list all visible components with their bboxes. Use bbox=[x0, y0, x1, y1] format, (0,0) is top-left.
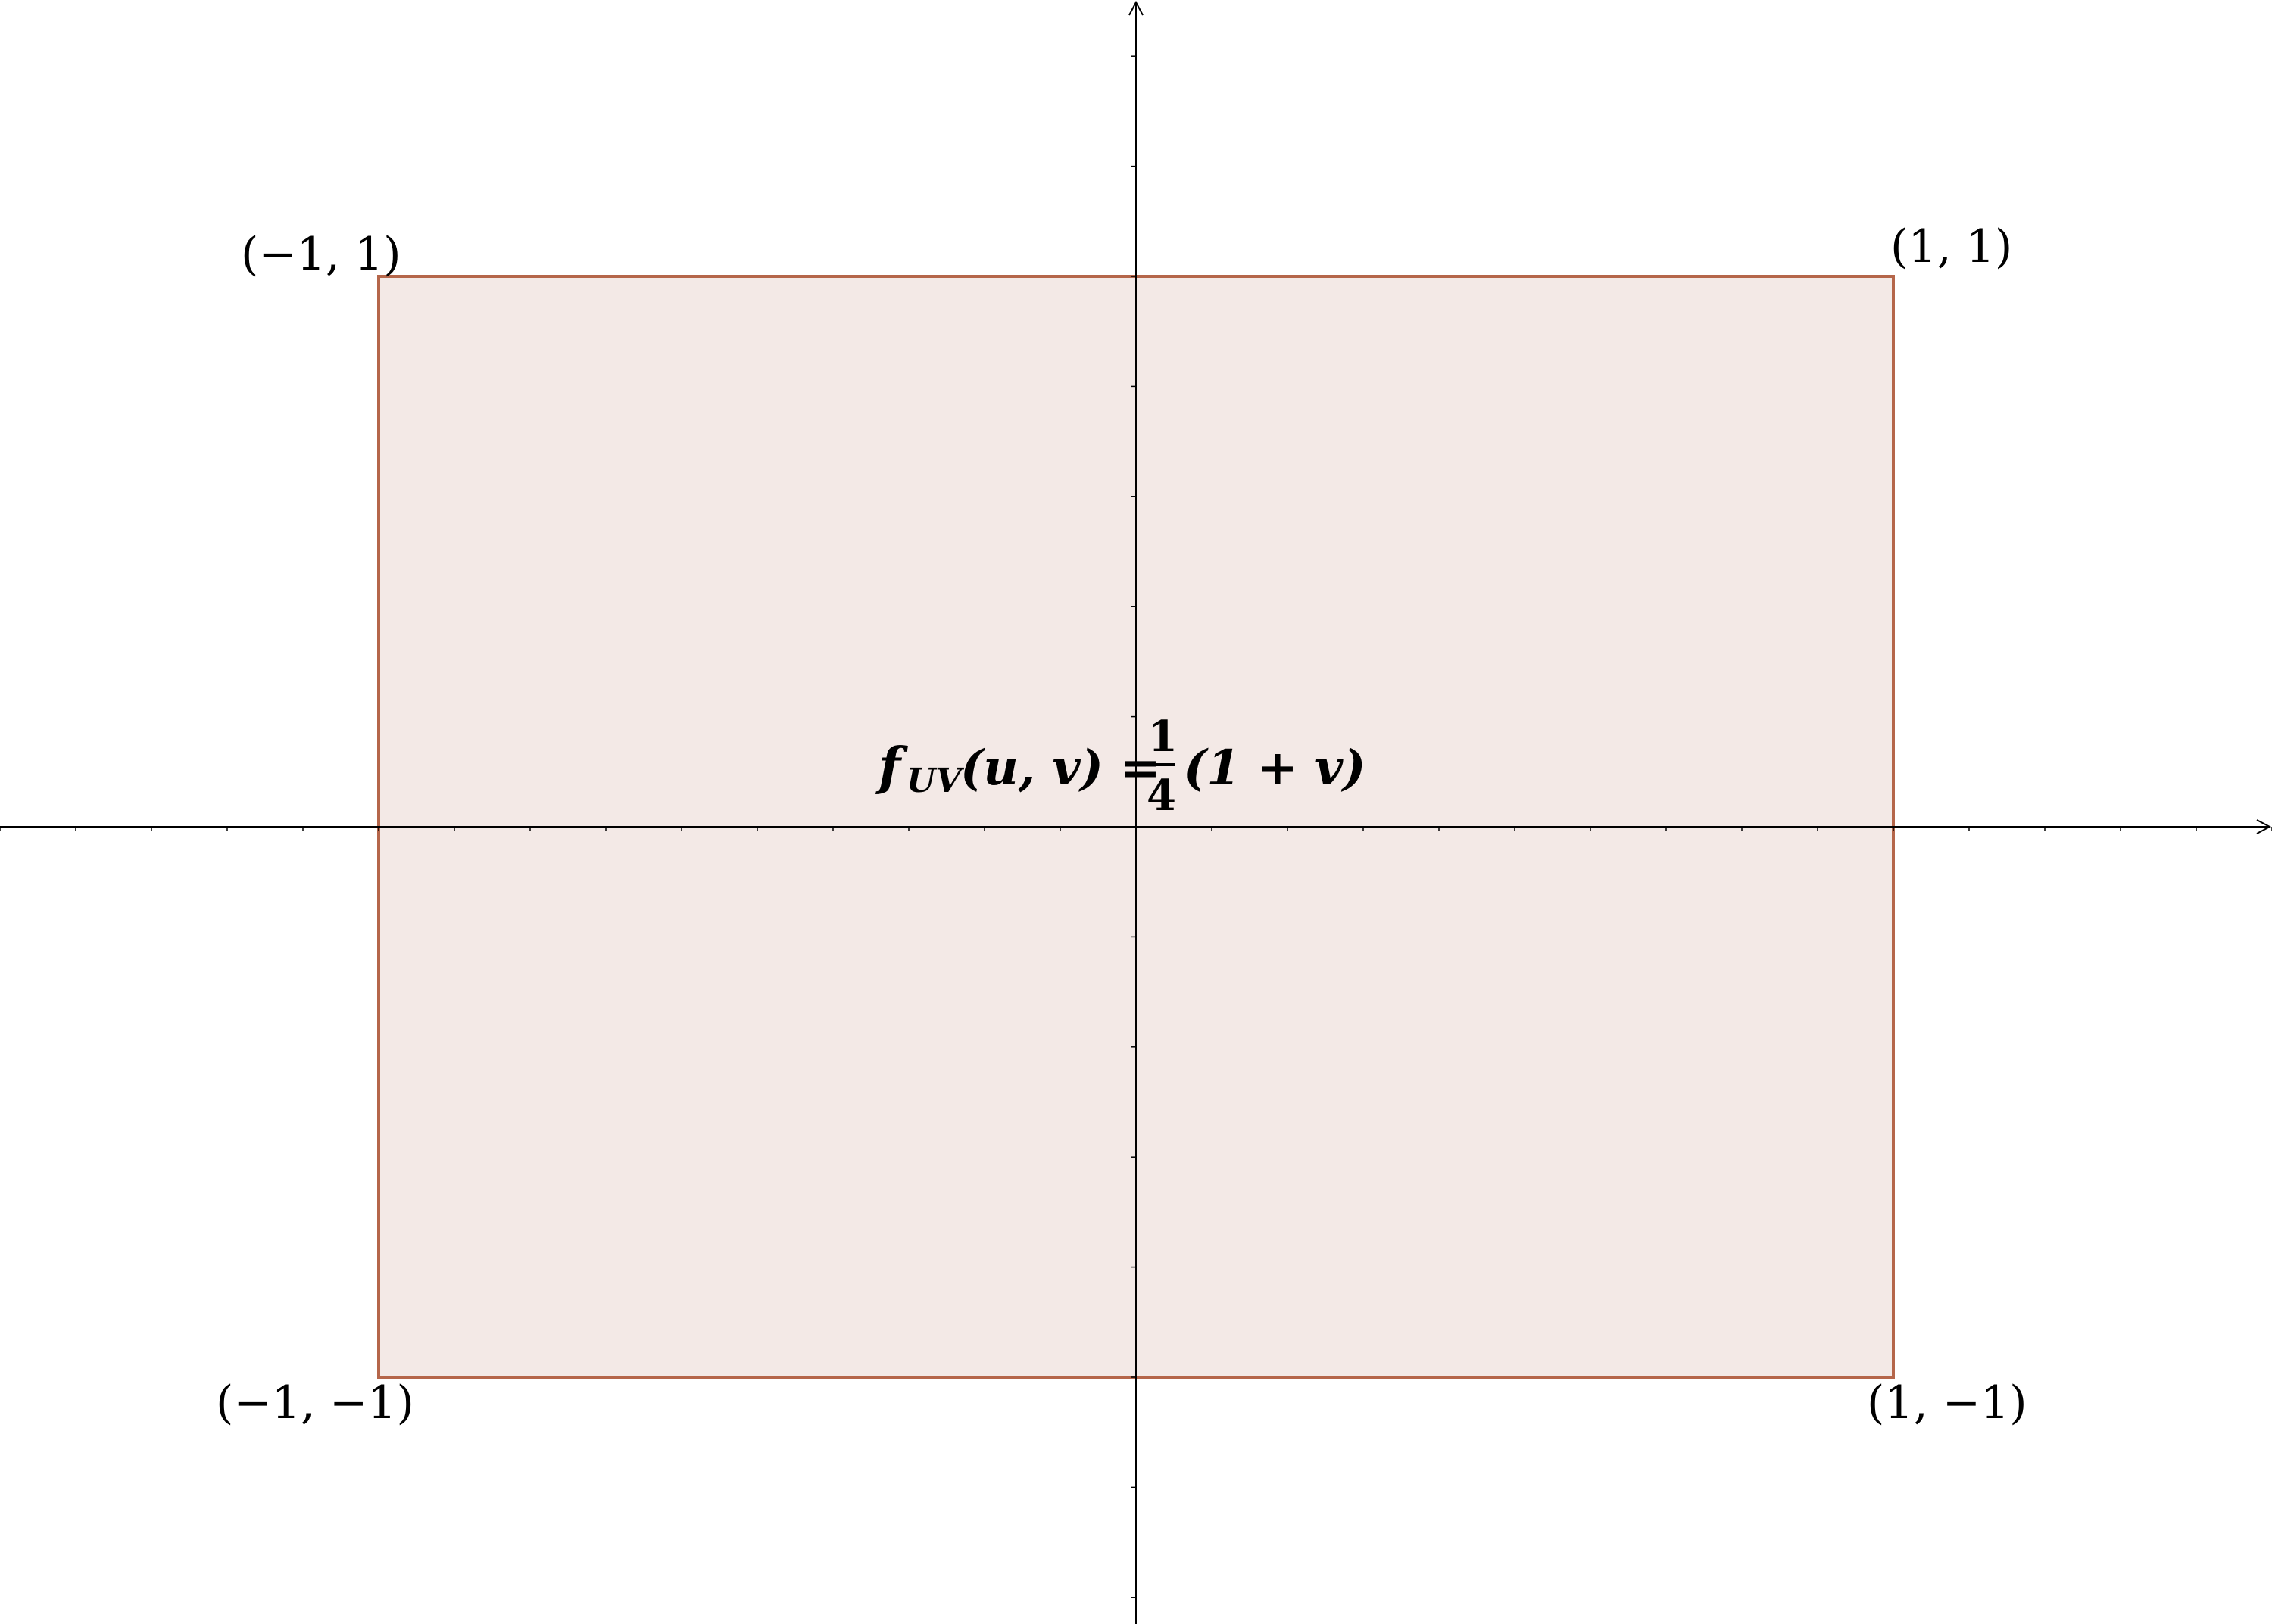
corner-label-bottom-right: (1, −1) bbox=[1867, 1376, 2027, 1429]
formula-numerator: 1 bbox=[1148, 712, 1178, 762]
density-formula: f UV (u, v) = 1 4 (1 + v) bbox=[875, 712, 1365, 821]
formula-denominator: 4 bbox=[1147, 771, 1176, 821]
u-axis-ticks bbox=[0, 827, 2272, 831]
u-axis-arrowhead bbox=[2256, 819, 2272, 834]
formula-tail: (1 + v) bbox=[1184, 740, 1365, 796]
corner-label-bottom-left: (−1, −1) bbox=[216, 1376, 414, 1429]
formula-arguments: (u, v) = bbox=[960, 740, 1161, 796]
corner-label-top-right: (1, 1) bbox=[1890, 220, 2012, 273]
v-axis-arrowhead bbox=[1128, 0, 1144, 16]
formula-subscript: UV bbox=[907, 762, 964, 800]
v-axis-ticks bbox=[1131, 55, 1136, 1598]
corner-label-top-left: (−1, 1) bbox=[241, 228, 401, 281]
